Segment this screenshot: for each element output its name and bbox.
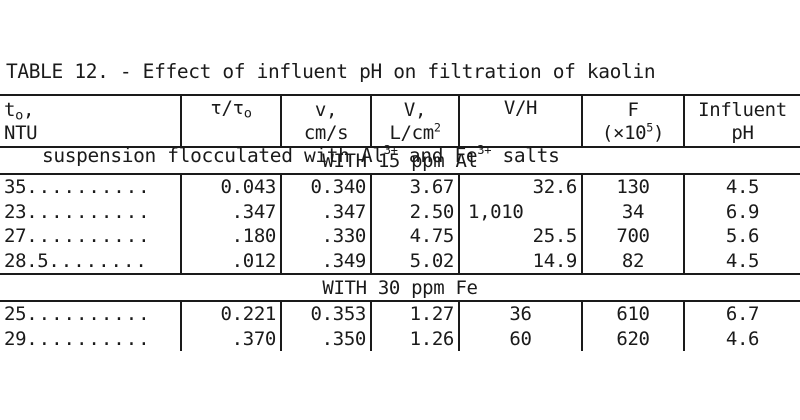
section-header: WITH 15 ppm Al bbox=[0, 147, 800, 175]
col-unit-pH: pH bbox=[683, 122, 800, 148]
table-row: 25.......... 0.221 0.353 1.27 36 610 6.7 bbox=[0, 301, 800, 327]
header-row-1: to, τ/τo v, V, V/H F Influent bbox=[0, 94, 800, 148]
col-header-VH: V/H bbox=[458, 94, 582, 148]
table-row: 28.5........ .012 .349 5.02 14.9 82 4.5 bbox=[0, 248, 800, 274]
caption-line-1: TABLE 12. - Effect of influent pH on fil… bbox=[6, 60, 656, 83]
table-row: 29.......... .370 .350 1.26 60 620 4.6 bbox=[0, 326, 800, 351]
col-unit-V: L/cm2 bbox=[370, 122, 459, 148]
col-unit-v: cm/s bbox=[280, 122, 371, 148]
col-header-F: F bbox=[581, 94, 684, 122]
col-header-v: v, bbox=[280, 94, 371, 122]
header-row-2: NTU cm/s L/cm2 (×105) pH bbox=[0, 122, 800, 148]
section-header: WITH 30 ppm Fe bbox=[0, 273, 800, 302]
col-header-to: to, bbox=[0, 94, 181, 122]
col-header-V: V, bbox=[370, 94, 459, 122]
col-header-pH: Influent bbox=[683, 94, 800, 122]
col-unit-F: (×105) bbox=[581, 122, 684, 148]
table-row: 35.......... 0.043 0.340 3.67 32.6 130 4… bbox=[0, 174, 800, 200]
data-table: to, τ/τo v, V, V/H F Influent NTU cm/s L… bbox=[0, 94, 800, 351]
table-row: 27.......... .180 .330 4.75 25.5 700 5.6 bbox=[0, 224, 800, 249]
table-row: 23.......... .347 .347 2.50 1,010 34 6.9 bbox=[0, 199, 800, 224]
col-header-tau: τ/τo bbox=[180, 94, 281, 148]
col-unit-to: NTU bbox=[0, 122, 181, 148]
